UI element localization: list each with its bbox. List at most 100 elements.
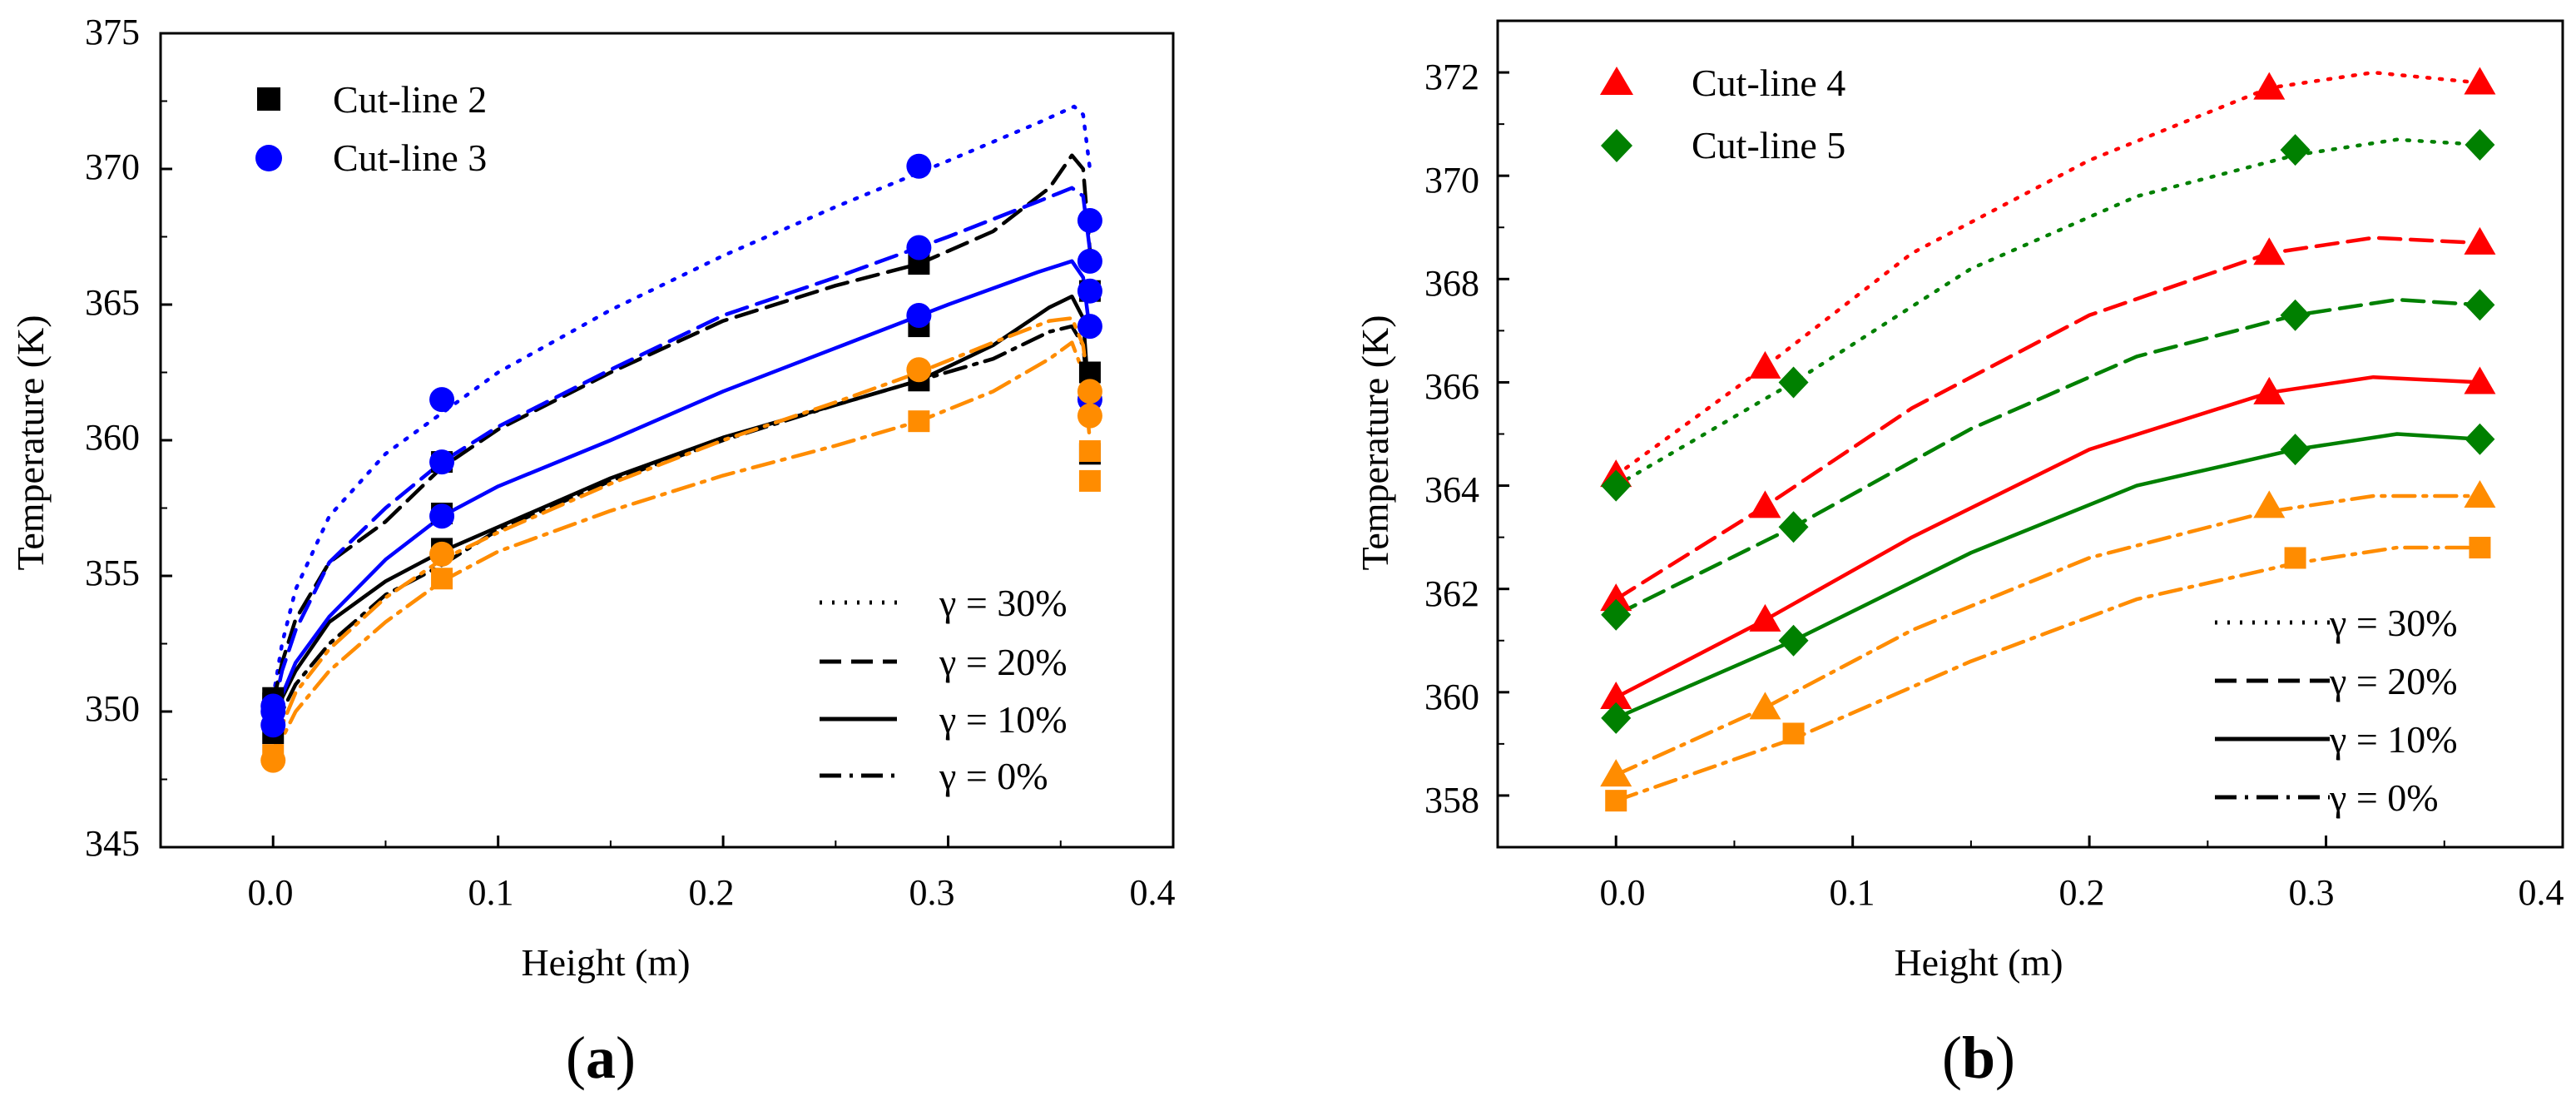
x-tick-label: 0.4 — [1130, 872, 1176, 913]
x-axis-label-a: Height (m) — [521, 941, 690, 984]
data-point-circle — [1077, 403, 1102, 429]
data-point-triangle — [1749, 692, 1781, 720]
data-point-triangle — [1600, 759, 1632, 787]
series-line — [270, 340, 1092, 762]
series-line — [270, 294, 1092, 725]
data-point-circle — [1077, 314, 1102, 340]
data-point-triangle — [2464, 366, 2496, 394]
data-point-circle — [429, 503, 455, 529]
data-point-triangle — [1600, 682, 1632, 710]
y-tick-label: 358 — [1424, 780, 1479, 821]
data-point-triangle — [2253, 237, 2286, 265]
y-tick-label: 366 — [1424, 366, 1479, 407]
y-tick-label: 375 — [85, 12, 140, 52]
y-tick-label: 364 — [1424, 469, 1479, 510]
data-point-circle — [429, 387, 455, 413]
y-tick-label: 372 — [1424, 57, 1479, 97]
x-tick-label: 0.2 — [689, 872, 735, 913]
data-point-square — [1078, 469, 1101, 492]
legend-square-marker — [257, 87, 280, 111]
y-tick-labels-a: 345 350 355 360 365 370 375 — [85, 12, 140, 864]
data-point-circle — [429, 449, 455, 475]
legend-label-cut-line-4: Cut-line 4 — [1692, 62, 1845, 104]
series-line — [1613, 236, 2482, 602]
data-point-triangle — [1749, 490, 1781, 518]
data-point-triangle — [1600, 583, 1632, 612]
series-line — [1613, 493, 2482, 777]
data-point-triangle — [2253, 490, 2286, 518]
x-tick-labels-a: 0.0 0.1 0.2 0.3 0.4 — [248, 872, 1176, 913]
data-point-triangle — [2464, 67, 2496, 95]
x-axis-label-b: Height (m) — [1894, 941, 2063, 984]
chart-panel-b: 358 360 362 364 366 368 370 372 0.0 0.1 … — [1354, 19, 2564, 1091]
legend-label-cut-line-2: Cut-line 2 — [333, 78, 487, 121]
data-point-triangle — [1749, 603, 1781, 632]
data-point-diamond — [1601, 469, 1632, 502]
legend-diamond-marker — [1601, 129, 1632, 162]
legend-label-gamma-0: γ = 0% — [2329, 776, 2439, 819]
legend-triangle-marker — [1600, 67, 1633, 95]
legend-label-gamma-20: γ = 20% — [939, 641, 1068, 683]
chart-panel-a: 345 350 355 360 365 370 375 0.0 0.1 0.2 … — [9, 12, 1176, 1091]
data-point-square — [262, 744, 285, 766]
data-point-diamond — [1601, 598, 1632, 631]
data-point-triangle — [2464, 226, 2496, 255]
y-tick-label: 370 — [85, 146, 140, 187]
y-tick-label: 370 — [1424, 160, 1479, 201]
data-point-triangle — [2253, 72, 2286, 100]
data-point-circle — [1077, 248, 1102, 274]
series-line — [1613, 137, 2482, 488]
data-point-square — [2284, 547, 2306, 569]
y-tick-label: 345 — [85, 823, 140, 864]
data-point-triangle — [1749, 350, 1781, 379]
data-point-circle — [1077, 207, 1102, 233]
y-axis-label-b: Temperature (K) — [1354, 315, 1396, 570]
data-point-circle — [906, 235, 932, 260]
x-tick-label: 0.4 — [2519, 872, 2564, 913]
x-tick-label: 0.0 — [1600, 872, 1646, 913]
panel-label-a: (a) — [566, 1024, 636, 1091]
x-tick-labels-b: 0.0 0.1 0.2 0.3 0.4 — [1600, 872, 2564, 913]
plot-area-b — [1496, 19, 2564, 849]
series-line — [1613, 374, 2482, 700]
series-line — [1613, 297, 2482, 617]
y-tick-label: 368 — [1424, 263, 1479, 304]
x-tick-label: 0.0 — [248, 872, 294, 913]
data-point-circle — [906, 357, 932, 383]
x-tick-label: 0.3 — [909, 872, 955, 913]
series-line — [270, 259, 1092, 733]
data-point-diamond — [1601, 702, 1632, 734]
series-line — [270, 104, 1092, 700]
data-point-square — [1605, 790, 1627, 812]
data-point-diamond — [1778, 366, 1809, 399]
x-tick-label: 0.2 — [2059, 872, 2105, 913]
data-point-square — [908, 410, 930, 433]
style-legend-b: γ = 30% γ = 20% γ = 10% γ = 0% — [2215, 602, 2458, 819]
data-point-diamond — [2465, 128, 2495, 161]
style-legend-a: γ = 30% γ = 20% γ = 10% γ = 0% — [820, 582, 1068, 797]
data-point-diamond — [1778, 511, 1809, 543]
legend-label-gamma-0: γ = 0% — [939, 755, 1048, 797]
legend-label-gamma-30: γ = 30% — [939, 582, 1068, 624]
marker-legend-a: Cut-line 2 Cut-line 3 — [255, 78, 487, 179]
marker-legend-b: Cut-line 4 Cut-line 5 — [1600, 62, 1845, 166]
y-tick-labels-b: 358 360 362 364 366 368 370 372 — [1424, 57, 1479, 821]
legend-circle-marker — [255, 145, 282, 171]
y-axis-label-a: Temperature (K) — [9, 315, 52, 570]
y-tick-label: 365 — [85, 282, 140, 323]
series-line — [270, 316, 1092, 755]
series-line — [270, 153, 1092, 706]
data-point-triangle — [2464, 479, 2496, 508]
legend-label-gamma-10: γ = 10% — [939, 698, 1068, 741]
x-tick-label: 0.1 — [468, 872, 514, 913]
legend-label-gamma-10: γ = 10% — [2329, 718, 2458, 761]
data-point-square — [2469, 537, 2491, 559]
data-point-square — [431, 568, 453, 590]
series-line — [270, 186, 1092, 714]
data-point-circle — [1077, 379, 1102, 404]
data-point-circle — [906, 153, 932, 179]
y-tick-label: 360 — [85, 417, 140, 458]
y-tick-label: 350 — [85, 688, 140, 729]
legend-label-cut-line-5: Cut-line 5 — [1692, 124, 1845, 166]
